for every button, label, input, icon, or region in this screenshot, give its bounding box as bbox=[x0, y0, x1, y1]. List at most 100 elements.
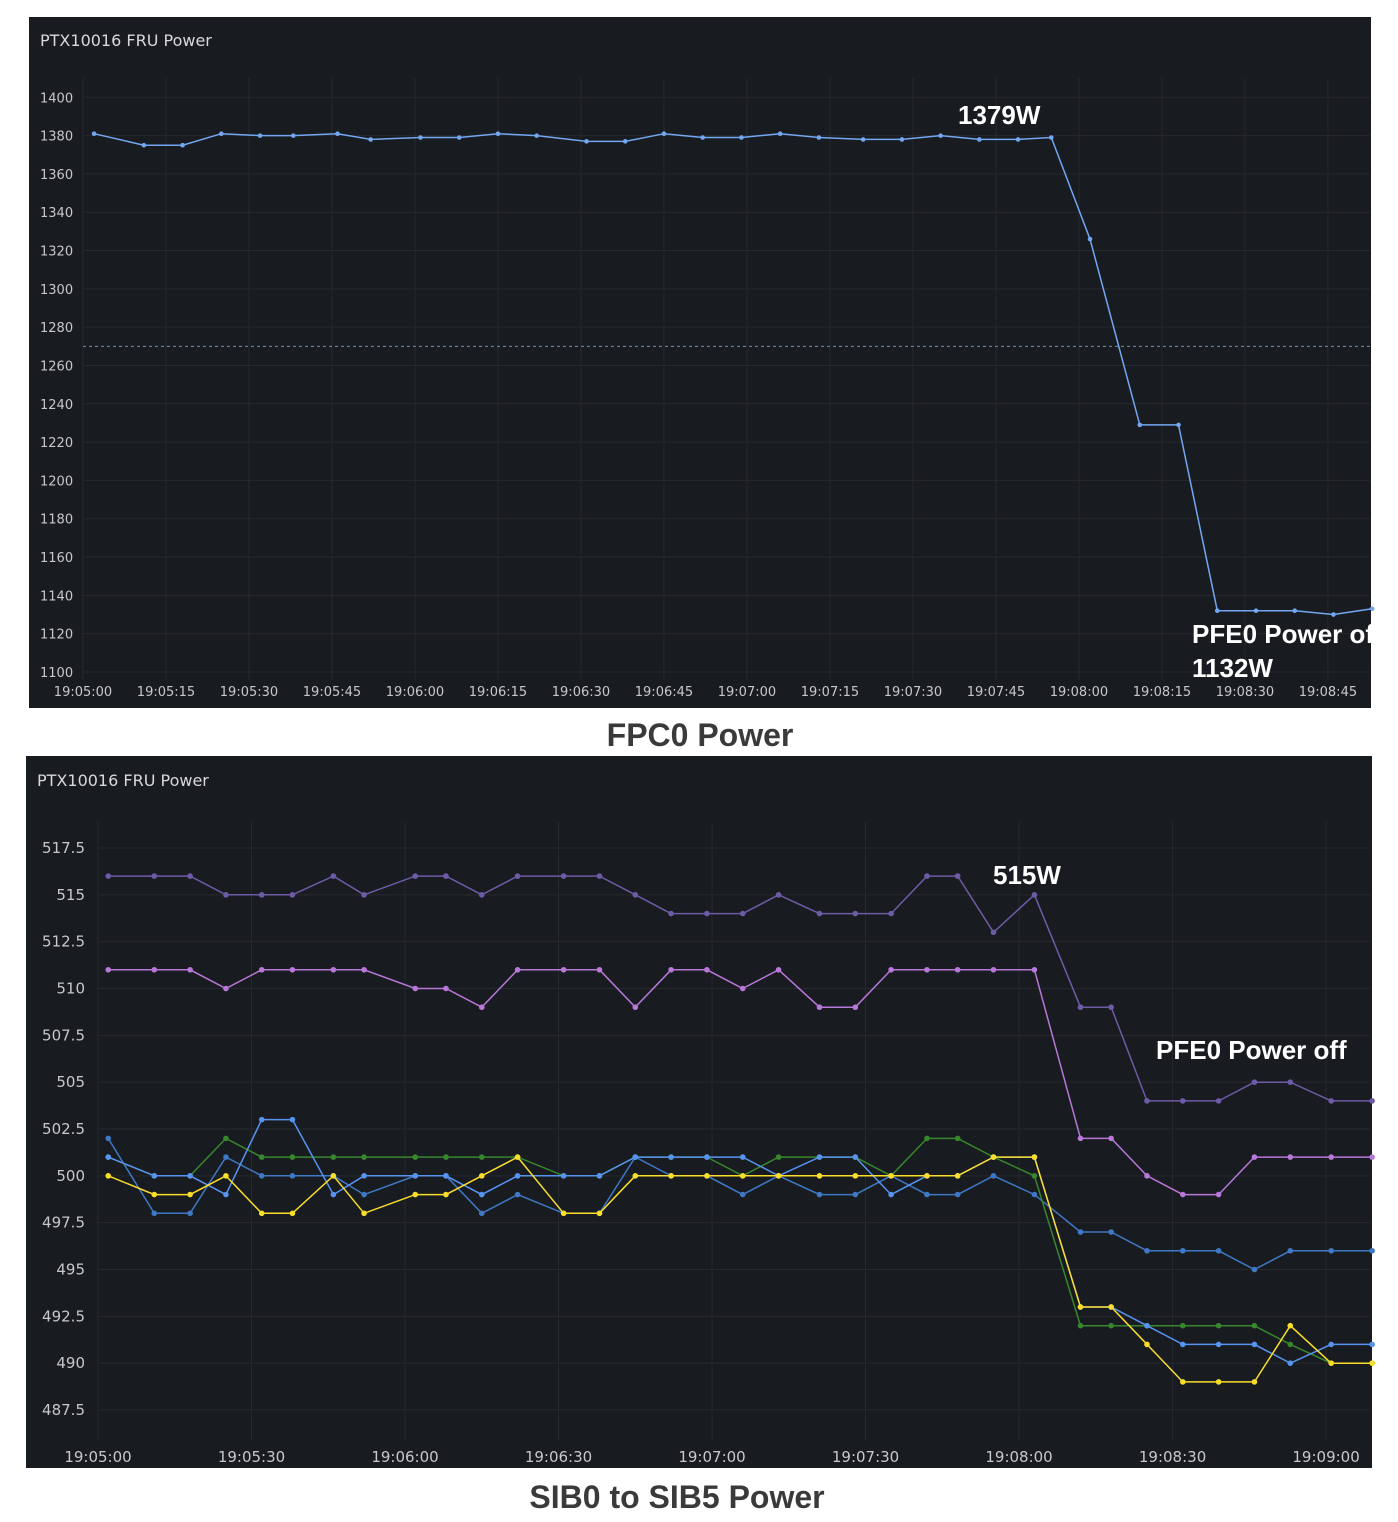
y-tick-label: 1100 bbox=[40, 666, 73, 681]
data-point bbox=[223, 1154, 229, 1160]
data-point bbox=[1031, 892, 1038, 898]
data-point bbox=[1180, 1341, 1186, 1348]
data-point bbox=[990, 929, 997, 936]
data-point bbox=[223, 1173, 229, 1179]
data-point bbox=[1287, 1341, 1294, 1348]
x-tick-label: 19:06:30 bbox=[525, 1448, 592, 1466]
data-point bbox=[456, 135, 462, 140]
data-point bbox=[1251, 1079, 1258, 1085]
data-point bbox=[151, 873, 158, 879]
data-point bbox=[330, 966, 337, 973]
data-point bbox=[1287, 1247, 1294, 1254]
data-point bbox=[187, 873, 193, 879]
data-point bbox=[852, 910, 859, 917]
data-point bbox=[361, 1191, 367, 1198]
data-point bbox=[187, 1173, 193, 1179]
data-point bbox=[560, 873, 567, 879]
data-point bbox=[258, 892, 265, 898]
data-point bbox=[632, 1154, 639, 1160]
data-point bbox=[584, 139, 589, 144]
data-point bbox=[1287, 1154, 1294, 1160]
data-point bbox=[739, 1191, 746, 1198]
y-tick-label: 490 bbox=[56, 1354, 85, 1372]
x-tick-label: 19:07:00 bbox=[718, 685, 776, 700]
data-point bbox=[1031, 1191, 1038, 1198]
data-point bbox=[632, 1004, 639, 1011]
data-point bbox=[151, 966, 158, 973]
data-point bbox=[938, 133, 943, 138]
x-tick-label: 19:05:30 bbox=[218, 1448, 285, 1466]
data-point bbox=[775, 1154, 782, 1160]
data-point bbox=[1108, 1229, 1114, 1235]
data-point bbox=[330, 873, 337, 879]
data-point bbox=[1180, 1098, 1186, 1104]
data-point bbox=[816, 1173, 823, 1179]
data-point bbox=[289, 1116, 296, 1123]
data-point bbox=[1077, 1304, 1084, 1310]
y-tick-label: 495 bbox=[56, 1261, 85, 1279]
data-point bbox=[478, 892, 485, 898]
x-tick-label: 19:06:15 bbox=[469, 685, 527, 700]
data-point bbox=[954, 1173, 961, 1179]
data-point bbox=[1144, 1098, 1150, 1104]
x-tick-label: 19:05:00 bbox=[64, 1448, 131, 1466]
data-point bbox=[1215, 1341, 1222, 1348]
y-tick-label: 507.5 bbox=[42, 1026, 85, 1044]
y-tick-label: 487.5 bbox=[42, 1401, 85, 1419]
data-point bbox=[704, 966, 710, 973]
data-point bbox=[1144, 1322, 1150, 1329]
data-point bbox=[443, 1173, 449, 1179]
y-tick-label: 1140 bbox=[40, 589, 73, 604]
data-point bbox=[1215, 1247, 1222, 1254]
annotation-1379w: 1379W bbox=[958, 100, 1041, 130]
data-point bbox=[443, 873, 449, 879]
data-point bbox=[622, 139, 628, 144]
data-point bbox=[704, 1173, 710, 1179]
data-point bbox=[739, 1154, 746, 1160]
data-point bbox=[1215, 1191, 1222, 1198]
data-point bbox=[141, 142, 147, 148]
data-point bbox=[1328, 1360, 1334, 1366]
y-tick-label: 505 bbox=[56, 1073, 85, 1091]
data-point bbox=[1108, 1322, 1114, 1329]
data-point bbox=[180, 142, 185, 148]
y-tick-label: 492.5 bbox=[42, 1307, 85, 1325]
data-point bbox=[1369, 606, 1375, 612]
data-point bbox=[777, 131, 783, 136]
data-point bbox=[258, 966, 265, 973]
data-point bbox=[668, 1173, 674, 1179]
data-point bbox=[1077, 1004, 1084, 1011]
data-point bbox=[954, 1191, 961, 1198]
data-point bbox=[91, 131, 97, 136]
data-point bbox=[888, 1191, 894, 1198]
data-point bbox=[860, 137, 866, 142]
data-point bbox=[219, 131, 224, 136]
data-point bbox=[954, 966, 961, 973]
y-tick-label: 1380 bbox=[40, 130, 73, 145]
y-tick-label: 1180 bbox=[40, 513, 73, 528]
data-point bbox=[1251, 1322, 1258, 1329]
data-point bbox=[258, 1154, 265, 1160]
data-point bbox=[514, 1154, 521, 1160]
x-tick-label: 19:07:30 bbox=[884, 685, 942, 700]
y-tick-label: 1200 bbox=[40, 474, 73, 489]
data-point bbox=[1251, 1379, 1258, 1385]
data-point bbox=[816, 1154, 823, 1160]
data-point bbox=[258, 1173, 265, 1179]
y-tick-label: 515 bbox=[56, 886, 85, 904]
data-point bbox=[1287, 1360, 1294, 1366]
data-point bbox=[1292, 608, 1298, 613]
sib-power-panel: PTX10016 FRU Power 517.5 515 512.5 510 507.5… bbox=[26, 756, 1375, 1468]
y-tick-label: 1400 bbox=[40, 91, 73, 106]
data-point bbox=[1369, 1341, 1375, 1348]
x-tick-label: 19:05:30 bbox=[220, 685, 278, 700]
data-point bbox=[151, 1173, 158, 1179]
data-point bbox=[1077, 1135, 1084, 1142]
data-point bbox=[852, 1173, 859, 1179]
data-point bbox=[1031, 1154, 1038, 1160]
annotation-pfe0-power-off: PFE0 Power off bbox=[1156, 1035, 1347, 1065]
data-point bbox=[361, 1154, 367, 1160]
data-point bbox=[704, 910, 710, 917]
data-point bbox=[514, 873, 521, 879]
data-point bbox=[632, 892, 639, 898]
